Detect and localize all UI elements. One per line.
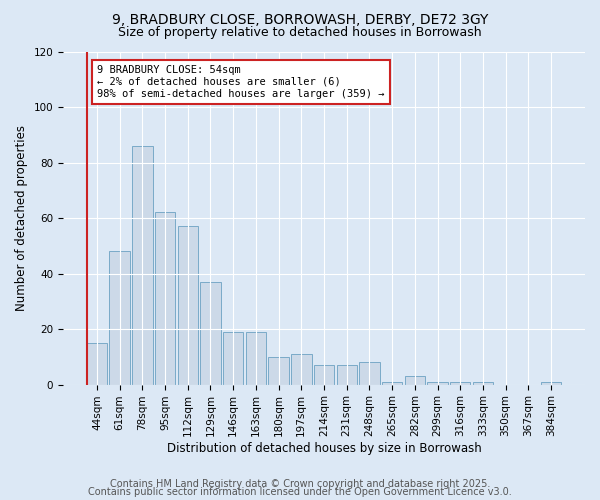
Bar	[450, 382, 470, 384]
Bar	[200, 282, 221, 384]
Bar	[155, 212, 175, 384]
X-axis label: Distribution of detached houses by size in Borrowash: Distribution of detached houses by size …	[167, 442, 481, 455]
Bar	[109, 252, 130, 384]
Bar	[223, 332, 244, 384]
Text: Contains public sector information licensed under the Open Government Licence v3: Contains public sector information licen…	[88, 487, 512, 497]
Bar	[473, 382, 493, 384]
Bar	[132, 146, 152, 384]
Bar	[178, 226, 198, 384]
Bar	[427, 382, 448, 384]
Y-axis label: Number of detached properties: Number of detached properties	[15, 125, 28, 311]
Bar	[245, 332, 266, 384]
Bar	[404, 376, 425, 384]
Bar	[87, 343, 107, 384]
Bar	[268, 357, 289, 384]
Text: Size of property relative to detached houses in Borrowash: Size of property relative to detached ho…	[118, 26, 482, 39]
Text: 9, BRADBURY CLOSE, BORROWASH, DERBY, DE72 3GY: 9, BRADBURY CLOSE, BORROWASH, DERBY, DE7…	[112, 12, 488, 26]
Bar	[337, 365, 357, 384]
Text: 9 BRADBURY CLOSE: 54sqm
← 2% of detached houses are smaller (6)
98% of semi-deta: 9 BRADBURY CLOSE: 54sqm ← 2% of detached…	[97, 66, 385, 98]
Bar	[359, 362, 380, 384]
Bar	[541, 382, 561, 384]
Bar	[314, 365, 334, 384]
Text: Contains HM Land Registry data © Crown copyright and database right 2025.: Contains HM Land Registry data © Crown c…	[110, 479, 490, 489]
Bar	[291, 354, 311, 384]
Bar	[382, 382, 403, 384]
